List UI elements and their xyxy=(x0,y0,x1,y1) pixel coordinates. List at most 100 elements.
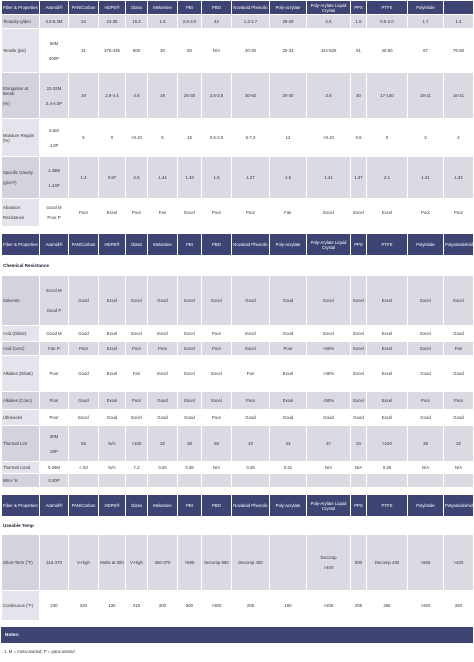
cell: Excel xyxy=(125,325,148,342)
cell: 26-29 xyxy=(269,14,307,29)
cell: 205 xyxy=(350,590,367,621)
cell: Good xyxy=(269,409,307,426)
cell: 6-7.3 xyxy=(231,118,270,157)
column-header: PPS xyxy=(350,0,367,15)
data-row: Moisture Regain (%) 6.5M 4.0P 5 0 <0.10 5 15 0.… xyxy=(1,118,474,157)
header-row: Fiber & Properties Aramid® PAN/Carbon HDPE®… xyxy=(1,494,474,517)
cell: V-High xyxy=(68,534,99,591)
column-header: PPS xyxy=(350,494,367,517)
column-header: Novaloid Phenolic xyxy=(231,0,270,15)
column-header: Fiber & Properties xyxy=(1,494,40,517)
cell: 24-35 xyxy=(98,14,126,29)
column-header: PTFE xyxy=(366,494,408,517)
cell: 1.8 xyxy=(147,14,178,29)
cell: Poor xyxy=(39,409,69,426)
cell: 40-50 xyxy=(366,28,408,73)
cell: Fair xyxy=(269,198,307,227)
cell: Good xyxy=(350,409,367,426)
row-label: Alkalies (Conc) xyxy=(1,391,40,410)
cell: 220 xyxy=(68,590,99,621)
cell: Poor xyxy=(407,198,444,227)
cell: Good xyxy=(306,409,351,426)
cell: Excel xyxy=(98,341,126,356)
column-header: Poly-acrylate xyxy=(269,494,307,517)
cell: Excel xyxy=(98,275,126,326)
row-label: Thermal LOI xyxy=(1,425,40,462)
cell: Excel xyxy=(147,325,178,342)
row-label: Short-Term (°F) xyxy=(1,534,40,591)
column-header: PBI xyxy=(177,0,202,15)
cell: Excel xyxy=(201,391,232,410)
cell: 0.6-2.0 xyxy=(201,118,232,157)
cell: Excel xyxy=(350,355,367,392)
column-header: Poly-Arylate Liquid Crystal xyxy=(306,494,351,517)
cell: 0.25 xyxy=(366,461,408,474)
data-row: Thermal LOI 30M 29P 55 N/A >100 32 38 68 33 43 37 3… xyxy=(1,425,474,462)
cell: 5 xyxy=(147,118,178,157)
column-header: PBO xyxy=(201,0,232,15)
data-row: Elongation at Break (%) 22-32M 2.4-4.0P 19… xyxy=(1,72,474,119)
cell: >260 xyxy=(407,590,444,621)
cell: Excel xyxy=(98,355,126,392)
row-label: Elongation at Break (%) xyxy=(1,72,40,119)
cell: 17-140 xyxy=(366,72,408,119)
cell: 7.2 xyxy=(125,461,148,474)
cell: Excel xyxy=(147,355,178,392)
cell: Excel xyxy=(366,355,408,392)
column-header: Fiber & Properties xyxy=(1,233,40,256)
cell: 5 xyxy=(68,118,99,157)
cell: 2.6-3.0 xyxy=(177,14,202,29)
cell: Decomp 430 xyxy=(366,534,408,591)
cell: 20-30 xyxy=(269,72,307,119)
cell: 1.41 xyxy=(407,156,444,199)
cell: Excel xyxy=(350,391,367,410)
data-row: Alkalies (Conc) Poor Good Excel Poor Good Exce… xyxy=(1,391,474,410)
cell: Excel xyxy=(306,325,351,342)
cell: Good xyxy=(98,409,126,426)
cell: 6.5M 4.0P xyxy=(39,118,69,157)
cell: Poor xyxy=(231,391,270,410)
cell: Excel xyxy=(177,275,202,326)
cell: 0.6 xyxy=(350,118,367,157)
column-header: HDPE® xyxy=(98,233,126,256)
cell: N/A xyxy=(407,461,444,474)
cell: Good xyxy=(443,355,474,392)
column-header: HDPE® xyxy=(98,494,126,517)
cell xyxy=(306,473,351,488)
cell: 1.43 xyxy=(177,156,202,199)
cell: 75-80 xyxy=(443,28,474,73)
cell: 42 xyxy=(201,14,232,29)
cell: Excel xyxy=(306,198,351,227)
cell: >300 xyxy=(201,590,232,621)
cell: 2.5-3.5 xyxy=(201,72,232,119)
header-row: Fiber & Properties Aramid® PAN/Carbon HDPE®… xyxy=(1,0,474,15)
row-label: Tenacity-g/den xyxy=(1,14,40,29)
cell: Poor xyxy=(39,391,69,410)
cell: Good xyxy=(443,409,474,426)
cell: Excel xyxy=(269,355,307,392)
data-row: Tenacity-g/den 4.0-5.3M 24 24-35 15.3 1.8 2.6-… xyxy=(1,14,474,29)
cell: 375-435 xyxy=(98,28,126,73)
cell: Excel xyxy=(366,275,408,326)
cell: Poor xyxy=(269,341,307,356)
cell xyxy=(407,473,444,488)
cell xyxy=(147,473,178,488)
property-table: Fiber & Properties Aramid® PAN/Carbon HDPE®… xyxy=(1,0,474,227)
cell: 68 xyxy=(201,425,232,462)
cell: 2.1 xyxy=(366,156,408,199)
notes-title: Notes: xyxy=(1,627,473,643)
section-row: Useable Temp xyxy=(1,516,474,535)
column-header xyxy=(443,0,474,15)
column-header: PTFE xyxy=(366,233,408,256)
cell: 32 xyxy=(443,425,474,462)
data-row: Acid (conc) Fair P Poor Excel Poor Poor Excel P… xyxy=(1,341,474,356)
cell xyxy=(201,473,232,488)
cell: Good xyxy=(68,325,99,342)
column-header: Melamine xyxy=(147,0,178,15)
cell: 0.30P xyxy=(39,473,69,488)
column-header: Novaloid Phenolic xyxy=(231,233,270,256)
column-header: Novaloid Phenolic xyxy=(231,494,270,517)
row-label: Acid (Dilute) xyxy=(1,325,40,342)
cell: >205 xyxy=(306,590,351,621)
